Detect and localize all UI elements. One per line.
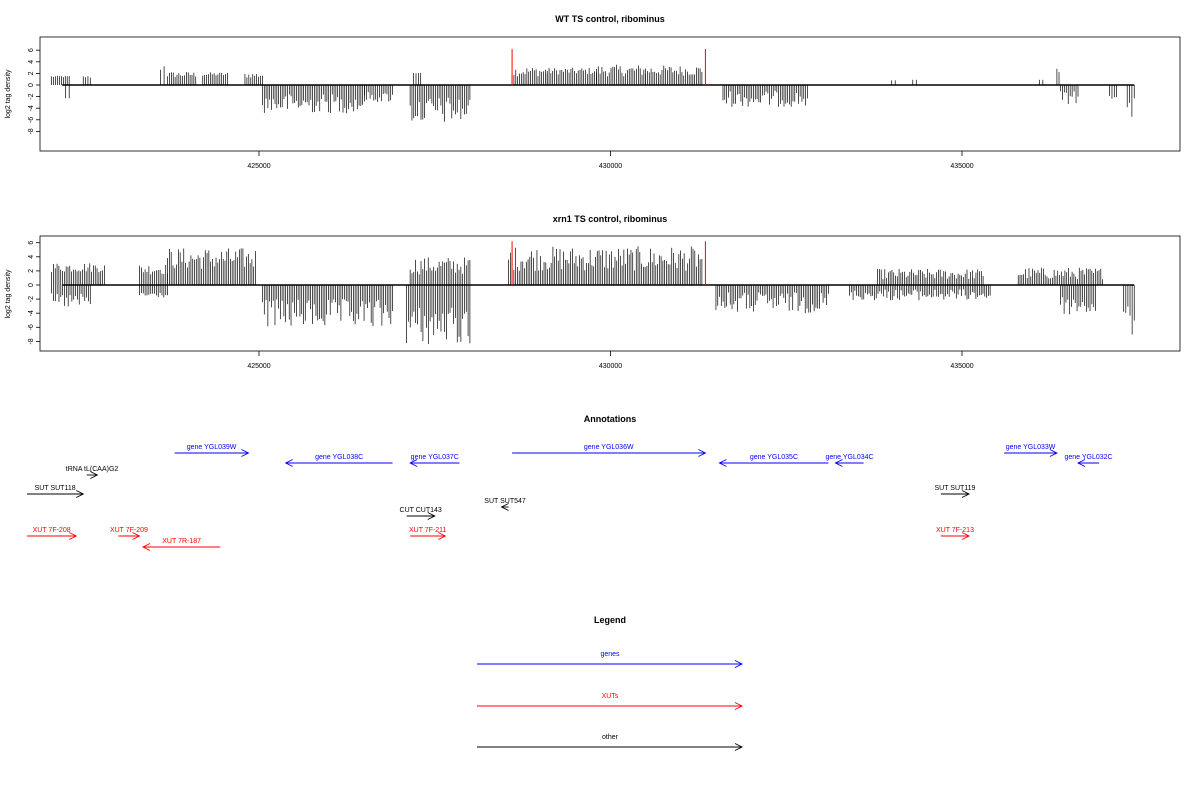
feature-label: XUT 7F-213 <box>936 527 974 534</box>
plot-title: xrn1 TS control, ribominus <box>553 214 668 224</box>
plot-title: WT TS control, ribominus <box>555 14 665 24</box>
feature-label: XUT 7R-187 <box>162 538 201 545</box>
feature-label: SUT SUT547 <box>484 498 526 505</box>
feature-arrow-arrowhead <box>438 532 447 540</box>
feature-label: gene YGL039W <box>187 444 237 451</box>
feature-label: XUT 7F-211 <box>409 527 447 534</box>
feature-label: gene YGL032C <box>1064 454 1112 461</box>
feature-label: XUT 7F-209 <box>110 527 148 534</box>
feature-label: CUT CUT143 <box>400 507 442 514</box>
feature-arrow-arrowhead <box>834 459 843 467</box>
legend-label: other <box>602 734 619 741</box>
track-plot-xrn1: xrn1 TS control, ribominus 6420-2-4-6-8 … <box>5 214 1181 370</box>
y-tick-label: -2 <box>28 296 35 302</box>
feature-arrow-arrowhead <box>698 449 707 457</box>
x-axis: 425000 430000 435000 <box>247 151 974 170</box>
feature-arrow-arrowhead <box>132 532 141 540</box>
y-tick-label: -4 <box>28 310 35 316</box>
y-tick-label: 4 <box>28 255 35 259</box>
x-tick-label: 435000 <box>950 363 973 370</box>
legend-label: genes <box>600 651 620 658</box>
y-axis: 6 4 2 0 -2 -4 -6 -8 <box>28 48 40 135</box>
feature-label: gene YGL034C <box>825 454 873 461</box>
y-tick-label: 2 <box>28 269 35 273</box>
feature-arrow-arrowhead <box>961 532 971 540</box>
feature-label: gene YGL036W <box>584 444 634 451</box>
feature-label: tRNA tL(CAA)G2 <box>66 466 119 473</box>
y-tick-label: -8 <box>28 338 35 344</box>
plot-frame <box>39 235 1181 352</box>
y-tick-label: 6 <box>28 48 35 52</box>
y-tick-label: 0 <box>28 83 35 87</box>
legend-arrow-arrowhead <box>734 743 744 751</box>
legend: Legend genes XUTs other <box>477 615 744 751</box>
y-tick-label: 0 <box>28 283 35 287</box>
feature-arrow-arrowhead <box>961 490 971 498</box>
y-axis: 6 4 2 0 -2 -4 -6 -8 <box>28 241 40 345</box>
feature-label: gene YGL033W <box>1006 444 1056 451</box>
feature-arrow-arrowhead <box>284 459 293 467</box>
y-tick-label: -4 <box>28 105 35 111</box>
plot-frame <box>39 36 1181 152</box>
feature-arrow-arrowhead <box>76 490 85 498</box>
y-tick-label: -6 <box>28 117 35 123</box>
bar-group <box>51 241 1135 345</box>
x-tick-label: 430000 <box>599 363 622 370</box>
x-tick-label: 435000 <box>950 163 973 170</box>
feature-arrow-arrowhead <box>69 532 78 540</box>
legend-title: Legend <box>594 615 626 625</box>
annotations-title: Annotations <box>584 414 637 424</box>
legend-arrow-arrowhead <box>734 660 744 668</box>
y-tick-label: -2 <box>28 93 35 99</box>
feature-label: SUT SUT118 <box>35 485 76 492</box>
feature-arrow-arrowhead <box>500 503 509 511</box>
feature-label: SUT SUT119 <box>934 485 975 492</box>
feature-label: gene YGL038C <box>315 454 363 461</box>
feature-arrow-arrowhead <box>427 512 436 520</box>
feature-arrow-arrowhead <box>1049 449 1058 457</box>
x-tick-label: 425000 <box>247 363 270 370</box>
feature-arrow-arrowhead <box>241 449 250 457</box>
legend-arrow-arrowhead <box>734 702 744 710</box>
y-axis-label: log2 tag density <box>5 69 12 119</box>
x-tick-label: 425000 <box>247 163 270 170</box>
y-tick-label: 6 <box>28 241 35 245</box>
y-tick-label: -8 <box>28 128 35 134</box>
y-tick-label: -6 <box>28 324 35 330</box>
feature-arrow-arrowhead <box>90 471 99 479</box>
y-tick-label: 2 <box>28 71 35 75</box>
legend-items: genes XUTs other <box>477 651 744 751</box>
feature-label: XUT 7F-208 <box>33 527 71 534</box>
feature-arrow-arrowhead <box>1076 459 1086 467</box>
y-axis-label: log2 tag density <box>5 269 12 319</box>
feature-arrow-arrowhead <box>409 459 418 467</box>
y-tick-label: 4 <box>28 60 35 64</box>
feature-arrow-arrowhead <box>718 459 727 467</box>
x-axis: 425000 430000 435000 <box>247 351 974 370</box>
x-tick-label: 430000 <box>599 163 622 170</box>
feature-label: gene YGL037C <box>411 454 459 461</box>
feature-group: gene YGL039W gene YGL038C gene YGL037C gene… <box>27 444 1113 551</box>
bar-group <box>51 49 1135 122</box>
feature-label: gene YGL035C <box>750 454 798 461</box>
track-plot-wt: WT TS control, ribominus 6 4 2 0 -2 -4 -6 -8 42… <box>5 14 1181 170</box>
legend-label: XUTs <box>602 693 619 700</box>
feature-arrow-arrowhead <box>141 543 151 551</box>
